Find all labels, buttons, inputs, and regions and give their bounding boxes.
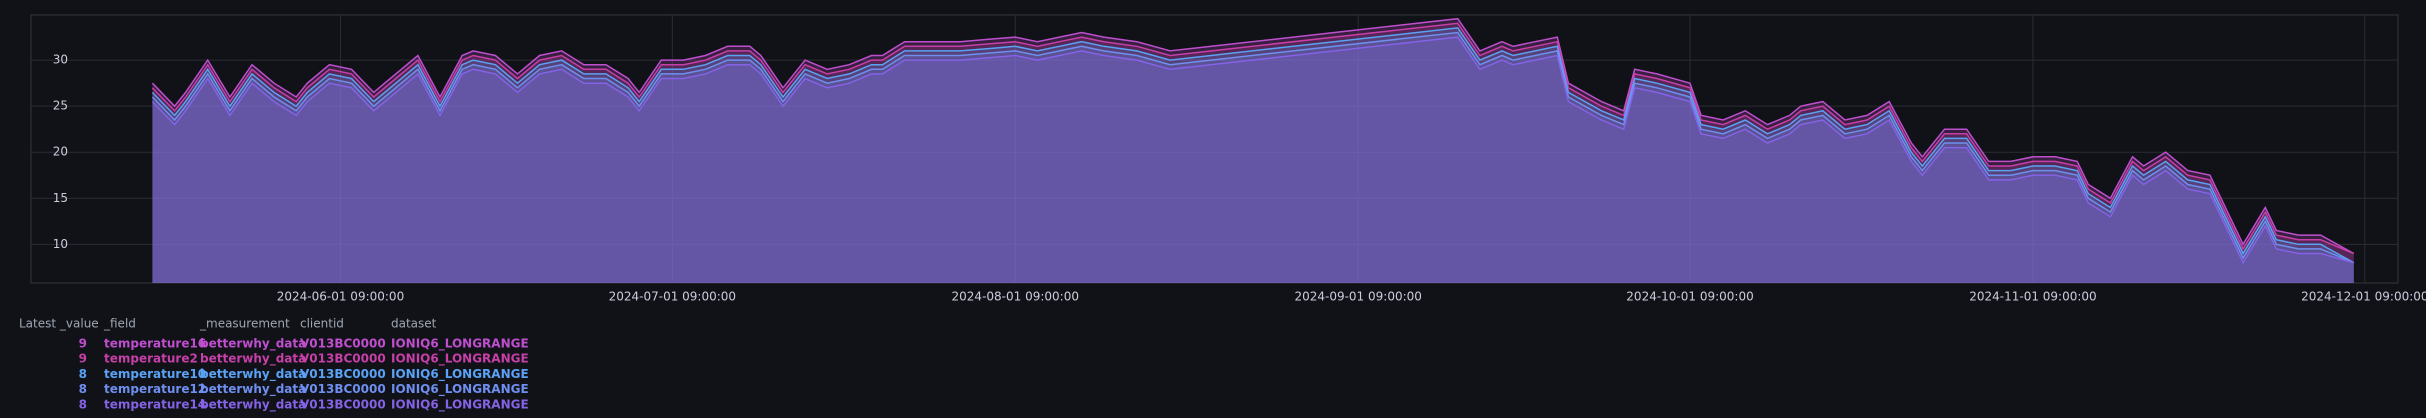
x-tick-label: 2024-09-01 09:00:00 bbox=[1294, 290, 1421, 304]
legend-header: dataset bbox=[391, 317, 437, 331]
series-line bbox=[151, 22, 2355, 255]
legend-cell: V013BC0000 bbox=[300, 367, 386, 381]
legend-cell: IONIQ6_LONGRANGE bbox=[391, 352, 529, 367]
series-line bbox=[151, 31, 2355, 264]
legend-header: _field bbox=[103, 317, 136, 331]
x-tick-label: 2024-10-01 09:00:00 bbox=[1626, 290, 1753, 304]
x-tick-label: 2024-12-01 09:00:00 bbox=[2301, 290, 2426, 304]
legend-cell: temperature14 bbox=[104, 397, 206, 411]
legend-cell: 9 bbox=[79, 352, 87, 366]
y-tick-label: 30 bbox=[53, 53, 68, 67]
legend-cell: 8 bbox=[79, 367, 87, 381]
legend-cell: betterwhy_data bbox=[200, 352, 306, 367]
legend-cell: V013BC0000 bbox=[300, 382, 386, 396]
series-area bbox=[152, 32, 2354, 283]
y-tick-label: 25 bbox=[53, 99, 68, 113]
legend-cell: betterwhy_data bbox=[200, 337, 306, 352]
series-area bbox=[152, 18, 2354, 283]
legend-cell: betterwhy_data bbox=[200, 367, 306, 382]
y-tick-label: 15 bbox=[53, 191, 68, 205]
x-tick-label: 2024-07-01 09:00:00 bbox=[609, 290, 736, 304]
y-tick-label: 20 bbox=[53, 145, 68, 159]
series-area bbox=[152, 23, 2354, 284]
legend-cell: betterwhy_data bbox=[200, 397, 306, 412]
legend-header: clientid bbox=[300, 317, 344, 331]
legend-header: Latest _value bbox=[19, 317, 99, 331]
y-tick-label: 10 bbox=[53, 237, 68, 251]
legend-cell: IONIQ6_LONGRANGE bbox=[391, 397, 529, 412]
legend-cell: IONIQ6_LONGRANGE bbox=[391, 367, 529, 382]
legend-cell: IONIQ6_LONGRANGE bbox=[391, 337, 529, 352]
legend-header: _measurement bbox=[199, 317, 290, 331]
series-area bbox=[152, 27, 2354, 284]
legend-cell: temperature10 bbox=[104, 367, 206, 381]
legend-cell: V013BC0000 bbox=[300, 397, 386, 411]
legend-cell: IONIQ6_LONGRANGE bbox=[391, 382, 529, 397]
series-area bbox=[152, 37, 2354, 283]
legend-cell: V013BC0000 bbox=[300, 337, 386, 351]
legend-cell: temperature16 bbox=[104, 337, 206, 351]
legend-cell: temperature12 bbox=[104, 382, 206, 396]
x-tick-label: 2024-06-01 09:00:00 bbox=[277, 290, 404, 304]
x-tick-label: 2024-11-01 09:00:00 bbox=[1969, 290, 2096, 304]
legend-cell: V013BC0000 bbox=[300, 352, 386, 366]
legend-cell: 8 bbox=[79, 382, 87, 396]
legend-cell: 8 bbox=[79, 397, 87, 411]
series-line bbox=[151, 17, 2355, 255]
legend-cell: 9 bbox=[79, 337, 87, 351]
legend-cell: temperature2 bbox=[104, 352, 198, 366]
series-line bbox=[151, 36, 2355, 265]
series-line bbox=[151, 27, 2355, 264]
panel-frame bbox=[30, 14, 2399, 284]
x-tick-label: 2024-08-01 09:00:00 bbox=[952, 290, 1079, 304]
legend-cell: betterwhy_data bbox=[200, 382, 306, 397]
